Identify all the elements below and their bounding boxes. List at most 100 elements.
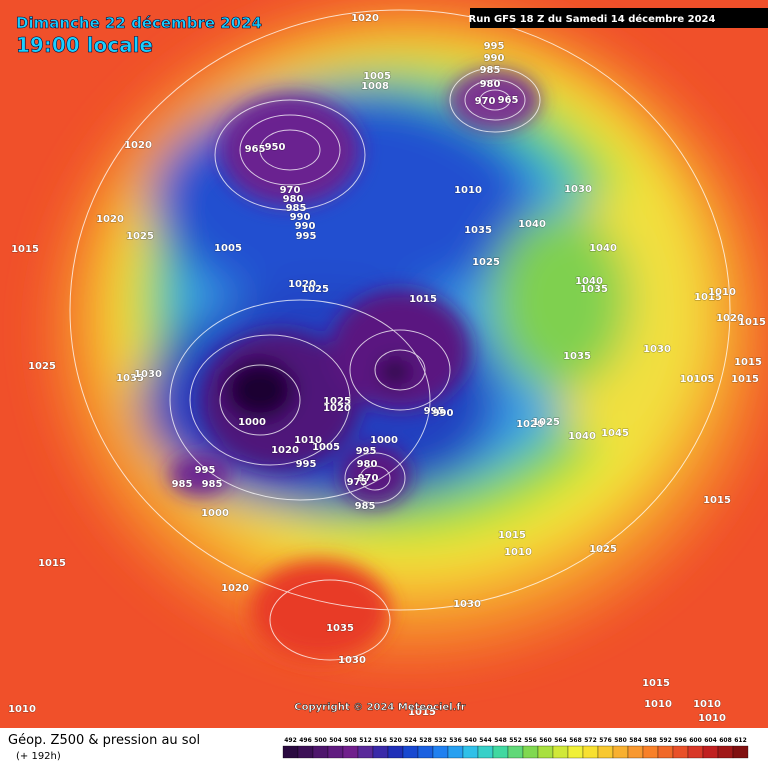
scale-label: 572: [584, 737, 597, 744]
isobar-label: 1025: [532, 417, 560, 428]
local-time: 19:00 locale: [16, 33, 153, 57]
footer-subtitle: (+ 192h): [16, 751, 61, 762]
isobar-label: 1020: [124, 140, 152, 151]
isobar-label: 1015: [731, 374, 759, 385]
isobar-label: 975: [347, 477, 368, 488]
height-field: [0, 0, 768, 728]
scale-label: 512: [359, 737, 372, 744]
isobar-label: 970: [475, 96, 496, 107]
scale-label: 532: [434, 737, 447, 744]
isobar-label: 1000: [201, 508, 229, 519]
isobar-label: 985: [480, 65, 501, 76]
scale-swatch: [582, 745, 599, 759]
isobar-label: 980: [357, 459, 378, 470]
scale-swatch: [537, 745, 554, 759]
scale-label: 492: [284, 737, 297, 744]
isobar-label: 1025: [472, 257, 500, 268]
isobar-label: 1015: [409, 294, 437, 305]
isobar-label: 985: [172, 479, 193, 490]
isobar-label: 970: [280, 185, 301, 196]
scale-swatch: [432, 745, 449, 759]
scale-swatch: [372, 745, 389, 759]
isobar-label: 1040: [568, 431, 596, 442]
isobar-label: 950: [265, 142, 286, 153]
isobar-label: 1020: [716, 313, 744, 324]
scale-swatch: [357, 745, 374, 759]
isobar-label: 980: [283, 194, 304, 205]
isobar-label: 1010: [294, 435, 322, 446]
isobar-label: 1015: [642, 678, 670, 689]
isobar-label: 980: [480, 79, 501, 90]
isobar-label: 1030: [338, 655, 366, 666]
scale-swatch: [597, 745, 614, 759]
isobar-label: 1005: [214, 243, 242, 254]
footer-title: Géop. Z500 & pression au sol: [8, 733, 200, 748]
isobar-label: 1010: [708, 287, 736, 298]
isobar-label: 995: [484, 41, 505, 52]
scale-swatch: [447, 745, 464, 759]
isobar-label: 1015: [408, 707, 436, 718]
isobars: [69, 9, 731, 661]
isobar-label: 1035: [580, 284, 608, 295]
color-scale: 492 496 500 504 508 512 516 520 524 528 532 536 540 5…: [282, 737, 749, 759]
isobar-label: 985: [286, 203, 307, 214]
scale-label: 516: [374, 737, 387, 744]
isobar-label: 1025: [589, 544, 617, 555]
isobar-label: 1025: [301, 284, 329, 295]
scale-swatch: [387, 745, 404, 759]
isobar-label: 1025: [126, 231, 154, 242]
scale-label: 544: [479, 737, 492, 744]
scale-swatch: [687, 745, 704, 759]
scale-swatch: [402, 745, 419, 759]
scale-swatch: [732, 745, 749, 759]
isobar-label: 1000: [370, 435, 398, 446]
isobar-label: 970: [358, 473, 379, 484]
scale-swatch: [567, 745, 584, 759]
scale-label: 588: [644, 737, 657, 744]
scale-label: 556: [524, 737, 537, 744]
isobar-label: 1035: [464, 225, 492, 236]
scale-swatch: [462, 745, 479, 759]
scale-label: 580: [614, 737, 627, 744]
copyright: Copyright © 2024 Meteociel.fr: [294, 702, 465, 713]
scale-label: 496: [299, 737, 312, 744]
run-info: Run GFS 18 Z du Samedi 14 décembre 2024: [469, 13, 716, 25]
scale-label: 560: [539, 737, 552, 744]
scale-label: 592: [659, 737, 672, 744]
scale-label: 528: [419, 737, 432, 744]
isobar-label: 985: [355, 501, 376, 512]
scale-label: 608: [719, 737, 732, 744]
scale-swatch: [672, 745, 689, 759]
isobar-label: 1020: [288, 279, 316, 290]
scale-label: 600: [689, 737, 702, 744]
scale-swatch: [492, 745, 509, 759]
isobar-label: 965: [245, 144, 266, 155]
isobar-label: 995: [296, 231, 317, 242]
scale-label: 568: [569, 737, 582, 744]
isobar-label: 1025: [28, 361, 56, 372]
isobar-label: 990: [290, 212, 311, 223]
isobar-label: 995: [356, 446, 377, 457]
isobar-label: 1015: [738, 317, 766, 328]
run-banner: [470, 8, 768, 28]
scale-swatch: [627, 745, 644, 759]
scale-swatch: [342, 745, 359, 759]
isobar-label: 1020: [516, 419, 544, 430]
scale-swatch: [612, 745, 629, 759]
isobar-label: 1040: [575, 276, 603, 287]
isobar-label: 995: [195, 465, 216, 476]
scale-label: 548: [494, 737, 507, 744]
scale-swatch: [297, 745, 314, 759]
scale-label: 576: [599, 737, 612, 744]
scale-swatch: [522, 745, 539, 759]
isobar-label: 995: [424, 406, 445, 417]
isobar-label: 1030: [134, 369, 162, 380]
scale-label: 596: [674, 737, 687, 744]
scale-swatch: [312, 745, 329, 759]
isobar-label: 1020: [221, 583, 249, 594]
scale-swatch: [282, 745, 299, 759]
isobar-label: 1005: [363, 71, 391, 82]
isobar-label: 1015: [38, 558, 66, 569]
isobar-label: 1015: [734, 357, 762, 368]
